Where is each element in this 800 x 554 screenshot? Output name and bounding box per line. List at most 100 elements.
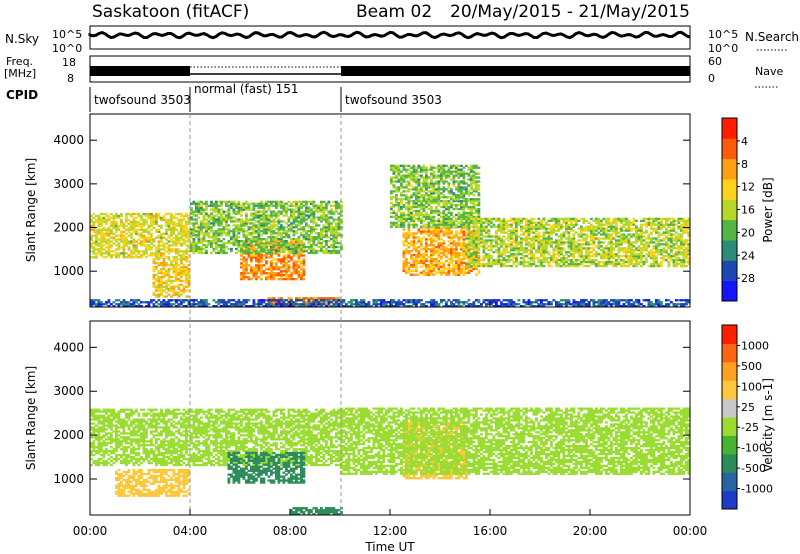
heatmap-cell <box>240 266 243 269</box>
heatmap-cell <box>155 246 158 249</box>
heatmap-cell <box>475 164 478 167</box>
heatmap-cell <box>110 230 113 233</box>
heatmap-cell <box>447 215 451 218</box>
heatmap-cell <box>452 223 456 226</box>
heatmap-cell <box>575 241 578 244</box>
heatmap-cell <box>570 255 573 258</box>
heatmap-cell <box>265 245 268 249</box>
heatmap-cell <box>182 230 186 233</box>
heatmap-cell <box>102 256 106 259</box>
heatmap-cell <box>427 259 431 263</box>
heatmap-cell <box>107 252 111 255</box>
heatmap-cell <box>170 234 173 237</box>
heatmap-cell <box>327 218 331 221</box>
heatmap-cell <box>127 222 131 225</box>
heatmap-cell <box>187 271 191 275</box>
heatmap-cell <box>142 238 146 241</box>
heatmap-cell <box>97 230 101 233</box>
heatmap-cell <box>430 225 433 228</box>
heatmap-cell <box>287 249 291 253</box>
heatmap-cell <box>575 221 578 224</box>
heatmap-cell <box>632 245 636 248</box>
heatmap-cell <box>485 243 488 246</box>
heatmap-cell <box>160 277 163 280</box>
heatmap-cell <box>170 238 173 241</box>
heatmap-cell <box>467 251 471 254</box>
heatmap-cell <box>437 246 441 249</box>
heatmap-cell <box>127 240 131 243</box>
heatmap-cell <box>467 205 471 209</box>
heatmap-cell <box>465 265 468 268</box>
heatmap-cell <box>625 221 628 224</box>
heatmap-cell <box>407 215 411 218</box>
heatmap-cell <box>542 219 546 222</box>
heatmap-cell <box>540 264 543 268</box>
heatmap-cell <box>552 241 556 244</box>
heatmap-cell <box>432 238 436 241</box>
heatmap-cell <box>422 186 426 189</box>
heatmap-cell <box>442 170 446 173</box>
heatmap-cell <box>552 257 556 260</box>
heatmap-cell <box>257 268 261 271</box>
heatmap-cell <box>125 236 128 239</box>
heatmap-cell <box>285 270 288 273</box>
heatmap-cell <box>630 235 633 238</box>
heatmap-cell <box>395 211 398 215</box>
heatmap-cell <box>185 232 188 235</box>
heatmap-cell <box>455 225 458 228</box>
heatmap-cell <box>450 178 453 181</box>
heatmap-cell <box>400 184 403 187</box>
heatmap-cell <box>160 275 163 279</box>
heatmap-cell <box>405 269 408 272</box>
heatmap-cell <box>220 247 223 251</box>
heatmap-cell <box>280 232 283 235</box>
heatmap-cell <box>632 259 636 262</box>
heatmap-cell <box>522 227 526 230</box>
heatmap-cell <box>550 255 553 258</box>
heatmap-cell <box>605 227 608 230</box>
heatmap-cell <box>112 254 116 257</box>
heatmap-cell <box>555 245 558 248</box>
heatmap-cell <box>492 251 496 254</box>
heatmap-cell <box>262 226 266 229</box>
heatmap-cell <box>295 272 298 275</box>
heatmap-cell <box>100 212 103 216</box>
heatmap-cell <box>420 190 423 193</box>
heatmap-cell <box>502 229 506 232</box>
heatmap-cell <box>325 297 328 300</box>
heatmap-cell <box>425 186 428 189</box>
heatmap-cell <box>430 271 433 274</box>
heatmap-cell <box>605 219 608 222</box>
heatmap-cell <box>170 248 173 251</box>
heatmap-cell <box>575 262 578 266</box>
heatmap-cell <box>105 256 108 259</box>
heatmap-cell <box>212 232 216 235</box>
heatmap-cell <box>450 223 453 226</box>
heatmap-cell <box>435 202 438 205</box>
heatmap-cell <box>152 216 156 220</box>
heatmap-cell <box>607 257 611 260</box>
heatmap-cell <box>462 225 466 228</box>
heatmap-cell <box>612 255 616 258</box>
heatmap-cell <box>452 265 456 268</box>
heatmap-cell <box>557 264 561 268</box>
heatmap-cell <box>252 206 256 209</box>
heatmap-cell <box>545 229 548 232</box>
heatmap-cell <box>302 249 306 253</box>
heatmap-cell <box>177 295 181 298</box>
heatmap-cell <box>510 247 513 250</box>
heatmap-cell <box>407 164 411 167</box>
heatmap-cell <box>140 232 143 235</box>
heatmap-cell <box>320 245 323 249</box>
heatmap-cell <box>217 249 221 253</box>
heatmap-cell <box>237 200 241 203</box>
heatmap-cell <box>130 236 133 239</box>
heatmap-cell <box>422 178 426 181</box>
heatmap-cell <box>232 234 236 237</box>
heatmap-cell <box>562 233 566 236</box>
heatmap-cell <box>495 243 498 246</box>
heatmap-cell <box>532 259 536 262</box>
heatmap-cell <box>267 276 271 279</box>
heatmap-cell <box>565 260 568 264</box>
heatmap-cell <box>172 271 176 275</box>
